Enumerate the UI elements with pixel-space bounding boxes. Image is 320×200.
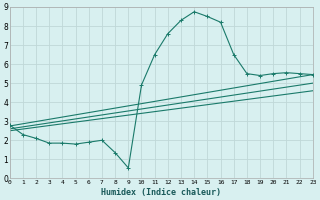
X-axis label: Humidex (Indice chaleur): Humidex (Indice chaleur): [101, 188, 221, 197]
